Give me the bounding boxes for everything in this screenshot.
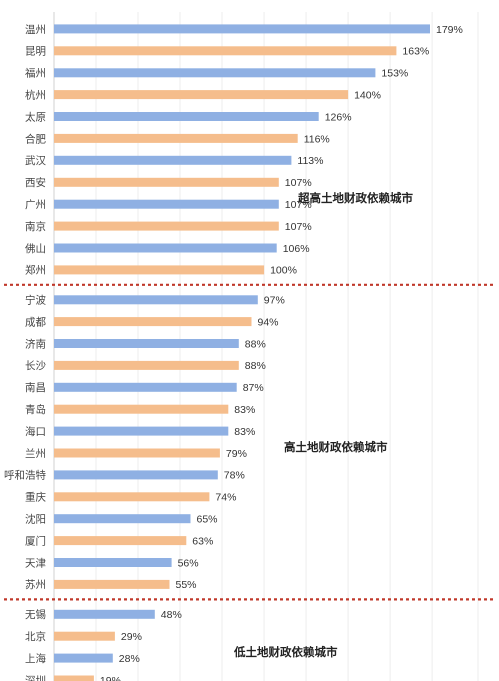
value-label: 116% [304, 133, 330, 145]
bar [54, 653, 113, 663]
bar [54, 243, 277, 253]
bar [54, 579, 170, 589]
category-label: 武汉 [25, 154, 46, 167]
bar [54, 295, 258, 305]
value-label: 83% [234, 426, 255, 438]
value-label: 140% [354, 89, 381, 101]
category-label: 青岛 [25, 403, 46, 416]
bar [54, 177, 279, 187]
category-label: 郑州 [25, 264, 46, 277]
value-label: 55% [176, 579, 197, 591]
category-label: 杭州 [25, 88, 46, 101]
category-label: 合肥 [25, 132, 46, 145]
bars [54, 24, 430, 681]
category-label: 兰州 [25, 447, 46, 460]
value-label: 19% [100, 675, 121, 681]
category-label: 西安 [25, 176, 46, 189]
bar [54, 514, 191, 524]
value-label: 88% [245, 338, 266, 350]
category-label: 福州 [25, 67, 46, 80]
bar [54, 558, 172, 567]
value-label: 56% [178, 557, 199, 569]
bar [54, 133, 298, 143]
bar [54, 470, 218, 480]
bar [54, 609, 155, 619]
category-label: 呼和浩特 [4, 470, 46, 482]
bar [54, 360, 239, 370]
category-label: 广州 [25, 199, 46, 211]
group-dividers [4, 283, 495, 601]
bar [54, 68, 376, 78]
bar [54, 155, 292, 165]
bar [54, 404, 229, 414]
value-label: 79% [226, 448, 247, 460]
category-label: 北京 [25, 630, 46, 643]
category-label: 宁波 [25, 294, 46, 307]
bar [54, 24, 430, 34]
category-label: 重庆 [25, 491, 46, 504]
value-label: 153% [381, 68, 408, 80]
bar [54, 536, 187, 546]
value-label: 94% [258, 316, 279, 328]
category-label: 温州 [25, 24, 46, 36]
value-label: 74% [215, 492, 236, 504]
category-label: 成都 [25, 316, 46, 328]
category-label: 厦门 [25, 534, 46, 547]
value-label: 106% [283, 243, 310, 255]
bar [54, 317, 252, 327]
category-label: 上海 [25, 652, 46, 665]
value-label: 63% [192, 535, 213, 547]
value-label: 87% [243, 382, 264, 394]
bar [54, 492, 210, 502]
value-label: 29% [121, 631, 142, 643]
value-label: 163% [402, 46, 429, 58]
bar [54, 112, 319, 121]
value-label: 83% [234, 404, 255, 416]
category-label: 太原 [25, 110, 46, 123]
bar [54, 265, 265, 275]
value-label: 88% [245, 360, 266, 372]
bar [54, 631, 115, 641]
bar [54, 339, 239, 348]
category-label: 苏州 [25, 578, 46, 591]
category-label: 海口 [25, 425, 46, 438]
bar [54, 448, 220, 458]
value-label: 65% [197, 514, 218, 526]
bar [54, 426, 229, 436]
value-label: 78% [224, 470, 245, 482]
value-label: 126% [325, 111, 352, 123]
value-label: 48% [161, 609, 182, 621]
group-label: 高土地财政依赖城市 [284, 440, 388, 454]
bar [54, 382, 237, 392]
category-label: 无锡 [25, 608, 46, 621]
bar [54, 46, 397, 56]
value-label: 100% [270, 265, 297, 277]
category-label: 长沙 [25, 360, 46, 372]
value-label: 97% [264, 295, 285, 307]
category-label: 佛山 [25, 242, 46, 255]
bar [54, 90, 349, 100]
category-label: 济南 [25, 337, 46, 350]
category-label: 昆明 [25, 46, 46, 58]
bar [54, 199, 279, 209]
category-label: 南昌 [25, 381, 46, 394]
bar [54, 675, 94, 681]
gridlines [53, 12, 479, 681]
group-label: 低土地财政依赖城市 [233, 645, 338, 659]
bar [54, 221, 279, 231]
category-label: 天津 [25, 557, 46, 569]
value-label: 107% [285, 177, 312, 189]
category-label: 沈阳 [25, 513, 46, 526]
category-label: 南京 [25, 220, 46, 233]
value-label: 107% [285, 199, 312, 211]
value-label: 28% [119, 653, 140, 665]
category-label: 深圳 [25, 675, 46, 681]
group-label: 超高土地财政依赖城市 [297, 191, 413, 205]
value-label: 113% [297, 155, 323, 167]
value-label: 179% [436, 24, 463, 36]
labels: 温州 179% 昆明 163% 福州 153% 杭州 140% 太原 126% 合肥 116% 武汉 11… [4, 24, 463, 681]
value-label: 107% [285, 221, 312, 233]
